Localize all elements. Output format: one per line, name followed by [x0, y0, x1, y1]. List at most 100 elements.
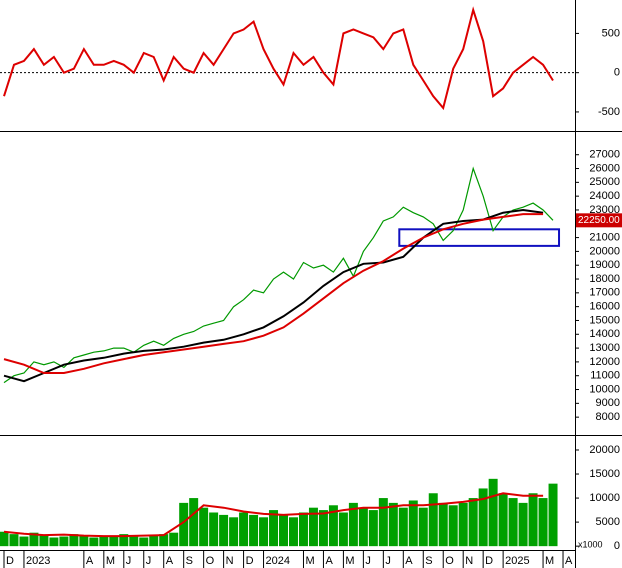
volume-bar: [29, 532, 39, 547]
series-line: [3, 6, 554, 111]
volume-bar: [159, 534, 169, 547]
volume-bar: [388, 502, 398, 547]
x-tick-label: 2023: [26, 555, 50, 567]
volume-bar: [219, 514, 229, 547]
series-line: [3, 166, 554, 384]
volume-bar: [19, 536, 29, 547]
volume-bar: [49, 537, 59, 547]
x-tick-label: J: [385, 555, 391, 567]
volume-bar: [229, 517, 239, 547]
x-tick-label: J: [365, 555, 371, 567]
y-tick-label: 5000: [596, 516, 620, 528]
x-tick-label: N: [226, 555, 234, 567]
y-tick-label: 15000: [589, 468, 620, 480]
volume-bar: [508, 498, 518, 547]
volume-bar: [518, 502, 528, 547]
volume-bar: [428, 493, 438, 547]
last-price-label: 22250.00: [578, 215, 620, 226]
volume-bar: [368, 510, 378, 547]
y-tick-label: 12000: [589, 356, 620, 368]
y-tick-label: 21000: [589, 231, 620, 243]
y-tick-label: 17000: [589, 287, 620, 299]
volume-bar: [338, 512, 348, 547]
x-tick-label: O: [445, 555, 454, 567]
volume-bar: [129, 536, 139, 547]
y-tick-label: 20000: [589, 444, 620, 456]
y-tick-label: 23000: [589, 204, 620, 216]
x-tick-label: A: [325, 555, 333, 567]
volume-bar: [189, 498, 199, 547]
x-tick-label: D: [6, 555, 14, 567]
x-tick-label: S: [186, 555, 193, 567]
volume-bar: [358, 507, 368, 547]
zone-box: [398, 228, 561, 247]
y-tick-label: 0: [614, 67, 620, 79]
volume-bar: [199, 507, 209, 547]
y-unit: x1000: [578, 539, 603, 549]
volume-bar: [39, 535, 49, 547]
x-tick-label: S: [425, 555, 432, 567]
volume-bar: [438, 502, 448, 547]
volume-bar: [318, 510, 328, 547]
x-tick-label: J: [126, 555, 132, 567]
series-line: [3, 492, 544, 538]
volume-bar: [448, 505, 458, 547]
volume-bar: [408, 500, 418, 547]
volume-bar: [259, 517, 269, 547]
volume-bar: [209, 512, 219, 547]
volume-bar: [139, 537, 149, 547]
volume-bar: [239, 512, 249, 547]
x-tick-label: N: [465, 555, 473, 567]
y-tick-label: 500: [602, 27, 620, 39]
volume-bar: [418, 507, 428, 547]
y-tick-label: 20000: [589, 245, 620, 257]
x-tick-label: O: [206, 555, 215, 567]
y-tick-label: 19000: [589, 259, 620, 271]
y-tick-label: 15000: [589, 314, 620, 326]
volume-bar: [498, 493, 508, 547]
y-tick-label: 9000: [596, 397, 620, 409]
volume-bar: [279, 514, 288, 547]
y-tick-label: 25000: [589, 176, 620, 188]
x-tick-label: A: [565, 555, 573, 567]
y-tick-label: 18000: [589, 273, 620, 285]
volume-bar: [288, 517, 298, 547]
x-tick-label: J: [146, 555, 152, 567]
volume-bar: [109, 535, 119, 547]
y-tick-label: 10000: [589, 492, 620, 504]
volume-bar: [249, 514, 259, 547]
volume-bar: [328, 505, 338, 547]
volume-bar: [298, 512, 308, 547]
y-tick-label: 14000: [589, 328, 620, 340]
volume-bar: [458, 502, 468, 547]
x-tick-label: M: [545, 555, 554, 567]
volume-bar: [89, 537, 99, 547]
x-tick-label: A: [405, 555, 413, 567]
volume-bar: [269, 510, 279, 547]
y-tick-label: 26000: [589, 162, 620, 174]
x-tick-label: 2024: [266, 555, 290, 567]
volume-bar: [9, 534, 19, 547]
volume-bar: [548, 483, 558, 547]
y-tick-label: 11000: [590, 370, 620, 382]
x-tick-label: 2025: [505, 555, 529, 567]
volume-bar: [468, 498, 478, 547]
x-tick-label: M: [345, 555, 354, 567]
volume-bar: [308, 507, 318, 547]
y-tick-label: 16000: [589, 301, 620, 313]
volume-bar: [538, 498, 548, 547]
volume-bar: [179, 502, 189, 547]
x-tick-label: M: [305, 555, 314, 567]
volume-bar: [488, 478, 498, 547]
volume-bar: [398, 507, 408, 547]
y-tick-label: 10000: [589, 383, 620, 395]
volume-bar: [79, 535, 89, 547]
y-tick-label: 24000: [589, 190, 620, 202]
volume-bar: [528, 493, 538, 547]
volume-bar: [169, 532, 179, 547]
volume-bar: [149, 535, 159, 547]
x-tick-label: D: [246, 555, 254, 567]
last-price-box: [576, 213, 622, 228]
